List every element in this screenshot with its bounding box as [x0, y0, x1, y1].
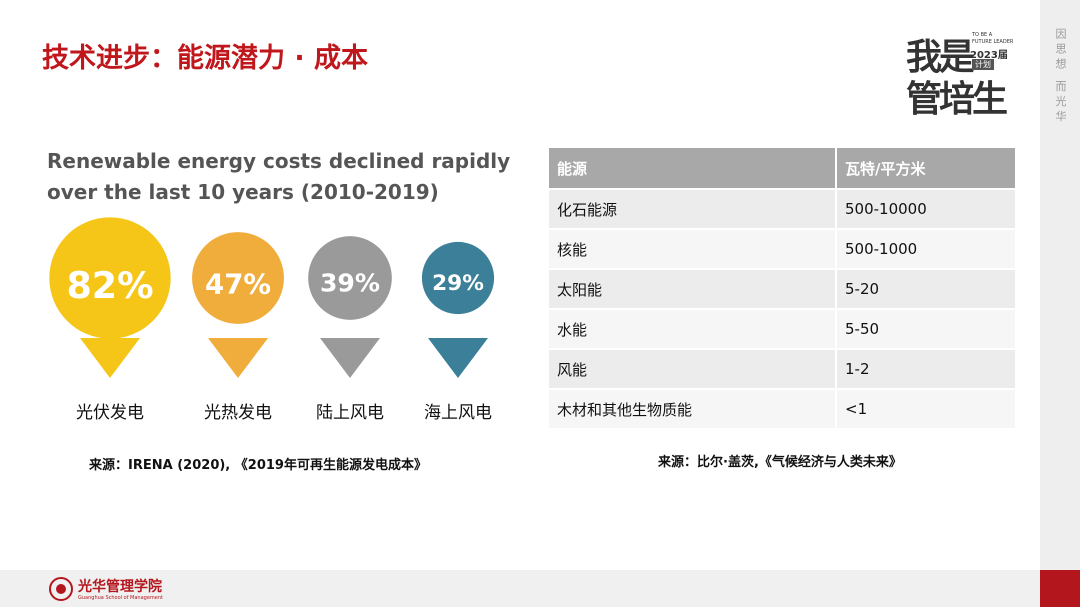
logo-tag: 计划	[972, 59, 994, 70]
table-row: 水能 5-50	[549, 308, 1017, 349]
header-row: 能源 瓦特/平方米	[549, 148, 1017, 189]
source-note: 来源：比尔·盖茨,《气候经济与人类未来》	[658, 455, 902, 470]
cost-label: 82%	[66, 264, 153, 307]
table-cell: 木材和其他生物质能	[549, 388, 837, 428]
cost-label: 39%	[320, 269, 380, 298]
table-cell: 风能	[549, 348, 837, 389]
table-cell: 500-10000	[836, 188, 1017, 229]
energy-table: 能源 瓦特/平方米 化石能源 500-10000 核能 500-1000 太阳能 5-20 水能…	[549, 148, 1017, 428]
tech-name: 陆上风电	[316, 403, 384, 423]
footer-english: Guanghua School of Management	[78, 595, 163, 601]
table-row: 太阳能 5-20	[549, 268, 1017, 309]
cost-label: 47%	[205, 268, 271, 300]
source-note: 来源：IRENA (2020), 《2019年可再生能源发电成本》	[89, 458, 427, 473]
infographic-title: over the last 10 years (2010-2019)	[47, 180, 439, 204]
cost-circle	[308, 236, 392, 320]
cost-circle	[192, 232, 284, 324]
table-cell: <1	[836, 388, 1017, 428]
logo-text: 管培生	[906, 79, 1008, 120]
table-cell: 5-20	[836, 268, 1017, 309]
table-cell: 5-50	[836, 308, 1017, 349]
cost-circle	[49, 217, 171, 339]
arrow	[320, 338, 380, 378]
logo-tag: 2023届	[970, 50, 1008, 61]
logo: 我是 管培生 TO BE A FUTURE LEADER 2023届 计划	[906, 28, 1013, 120]
logo-text: 我是	[906, 37, 975, 78]
table-row: 风能 1-2	[549, 348, 1017, 389]
tech-name: 光热发电	[204, 403, 272, 423]
table-cell: 核能	[549, 228, 837, 269]
header-cell: 瓦特/平方米	[836, 148, 1017, 189]
table-cell: 太阳能	[549, 268, 837, 309]
footer-accent	[1040, 570, 1080, 607]
table-cell: 1-2	[836, 348, 1017, 389]
side-bar	[1040, 0, 1080, 570]
cost-circle	[421, 241, 495, 315]
slide-title: 技术进步：能源潜力 · 成本	[42, 43, 369, 74]
infographic-title: Renewable energy costs declined rapidly	[47, 149, 511, 173]
arrow	[208, 338, 268, 378]
table-cell: 500-1000	[836, 228, 1017, 269]
cost-label: 29%	[432, 271, 484, 296]
table-row: 化石能源 500-10000	[549, 188, 1017, 229]
tech-name: 光伏发电	[76, 403, 144, 423]
arrow	[428, 338, 488, 378]
infographic: 82% 光伏发电 47% 光热发电 39% 陆上风电 29% 海上风电	[49, 217, 495, 423]
side-text: 因思想 而光华	[1054, 28, 1067, 126]
table-row: 木材和其他生物质能 <1	[549, 388, 1017, 428]
table-row: 核能 500-1000	[549, 228, 1017, 269]
footer-bar: 光华管理学院 Guanghua School of Management	[0, 570, 1040, 607]
footer-name: 光华管理学院	[78, 579, 162, 595]
arrow	[80, 338, 140, 378]
tech-name: 海上风电	[424, 403, 492, 423]
table-cell: 水能	[549, 308, 837, 349]
logo-tag: TO BE A	[972, 32, 993, 38]
table-cell: 化石能源	[549, 188, 837, 229]
header-cell: 能源	[549, 148, 837, 189]
footer-emblem	[49, 577, 73, 601]
logo-tag: FUTURE LEADER	[972, 39, 1014, 45]
